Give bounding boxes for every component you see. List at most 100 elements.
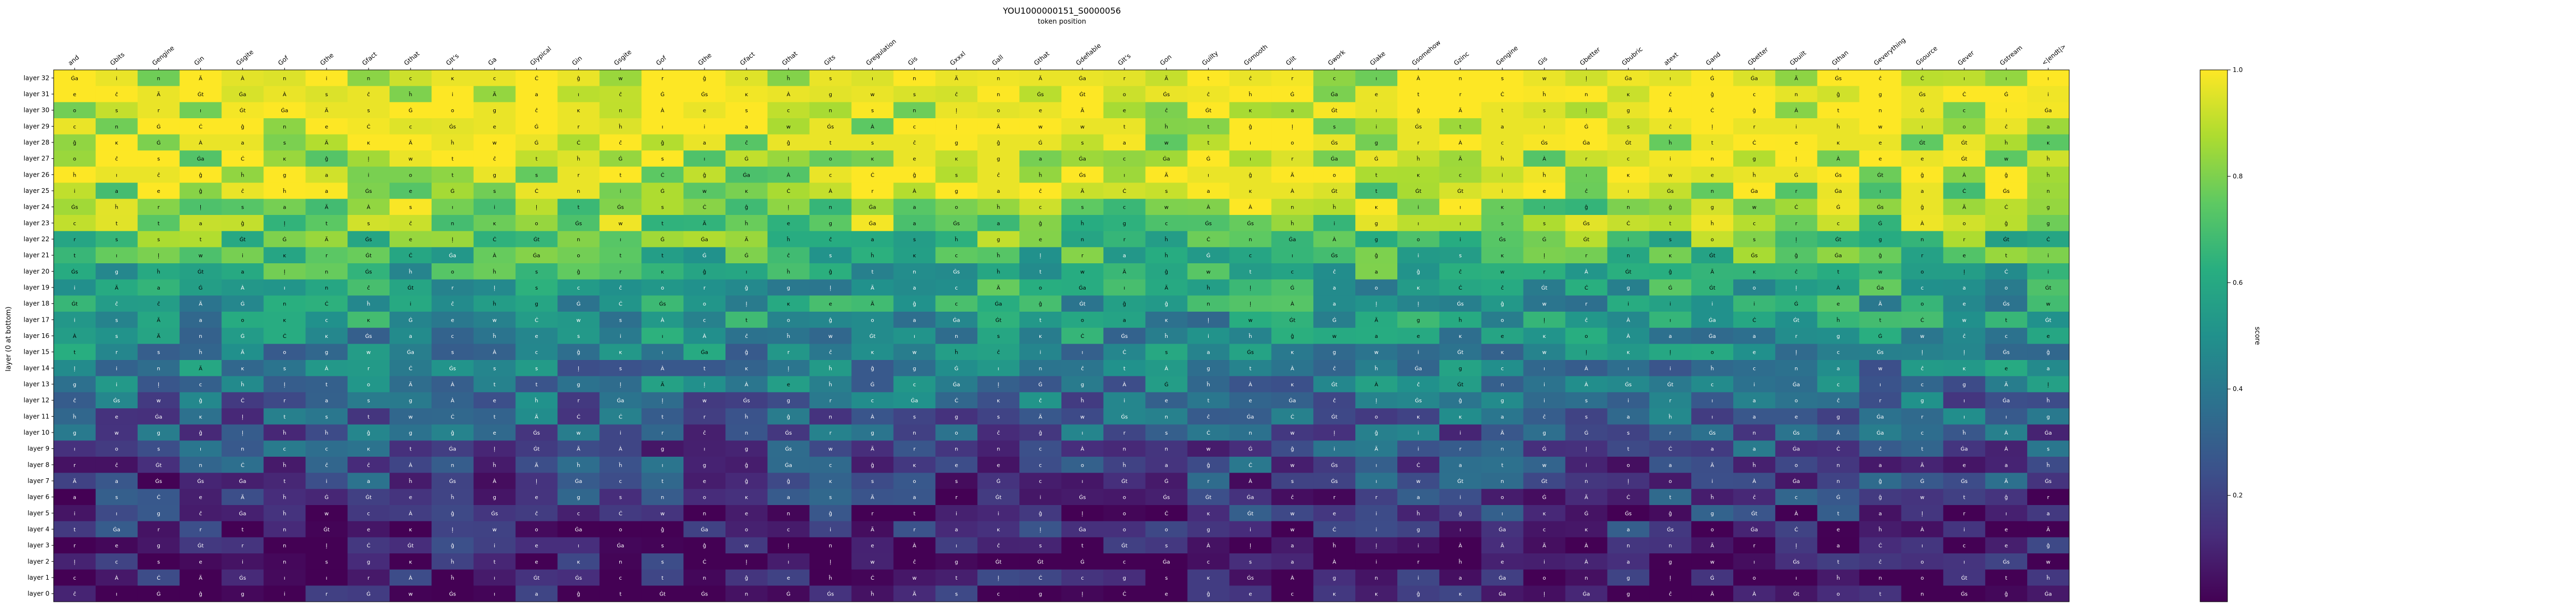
heatmap-cell-label: Ä [1711, 542, 1714, 549]
heatmap-cell [1523, 263, 1566, 280]
heatmap-cell [599, 553, 642, 570]
heatmap-cell [1649, 472, 1692, 489]
heatmap-cell [893, 408, 936, 425]
heatmap-cell [641, 472, 684, 489]
heatmap-cell-label: r [158, 205, 160, 211]
heatmap-cell-label: ĸ [913, 253, 916, 259]
heatmap-cell-label: n [745, 592, 748, 598]
heatmap-cell-label: ĥ [1290, 220, 1294, 227]
heatmap-cell-label: s [493, 366, 496, 372]
y-tick-label: layer 3 [27, 542, 49, 549]
heatmap-cell-label: À [409, 574, 413, 581]
heatmap-cell [95, 537, 138, 554]
heatmap-cell [137, 408, 180, 425]
heatmap-cell-label: w [744, 543, 749, 549]
heatmap-cell [809, 312, 852, 328]
heatmap-cell [767, 569, 810, 586]
heatmap-cell [137, 521, 180, 538]
heatmap-cell-label: ļ [1586, 76, 1587, 81]
heatmap-cell-label: n [913, 108, 916, 114]
heatmap-cell [473, 344, 516, 361]
heatmap-cell-label: Ġ [1164, 381, 1169, 388]
heatmap-cell [1943, 279, 1986, 296]
heatmap-cell-label: ĥ [282, 461, 286, 468]
heatmap-cell [641, 86, 684, 102]
heatmap-cell-label: Ġa [449, 446, 456, 452]
heatmap-cell-label: w [1206, 447, 1210, 452]
heatmap-cell [1775, 70, 1818, 87]
heatmap-cell [557, 102, 600, 119]
heatmap-cell [263, 263, 306, 280]
heatmap-cell-label: ĝ [745, 575, 748, 581]
heatmap-cell [977, 440, 1020, 457]
heatmap-cell-label: o [745, 527, 748, 533]
heatmap-cell-label: Ä [1878, 301, 1882, 307]
heatmap-cell [431, 408, 474, 425]
heatmap-cell-label: Ġa [953, 381, 960, 388]
heatmap-cell [263, 279, 306, 296]
heatmap-cell [1313, 521, 1356, 538]
heatmap-cell [1523, 585, 1566, 602]
heatmap-cell-label: Ġt [1877, 171, 1884, 178]
heatmap-cell-label: w [1500, 269, 1505, 275]
heatmap-cell [1691, 199, 1734, 215]
heatmap-cell-label: t [410, 447, 412, 452]
heatmap-cell-label: ĉ [1669, 124, 1672, 130]
heatmap-cell-label: Ċ [661, 171, 665, 178]
heatmap-cell-label: Ä [1542, 542, 1546, 549]
heatmap-cell-label: w [493, 527, 497, 533]
heatmap-cell-label: r [619, 269, 622, 275]
heatmap-cell-label: r [913, 447, 916, 452]
heatmap-cell [557, 295, 600, 312]
heatmap-cell [683, 247, 726, 264]
heatmap-cell [977, 424, 1020, 441]
heatmap-cell-label: ı [2006, 511, 2007, 517]
heatmap-cell [641, 312, 684, 328]
heatmap-cell-label: t [494, 414, 496, 420]
heatmap-cell-label: ĝ [661, 527, 664, 533]
heatmap-cell-label: e [1753, 350, 1756, 356]
heatmap-cell-label: ĝ [1459, 510, 1462, 517]
heatmap-cell-label: Ċ [1207, 236, 1210, 243]
heatmap-cell-label: n [955, 447, 958, 452]
heatmap-cell-label: a [73, 495, 76, 501]
heatmap-cell-label: n [1459, 76, 1462, 81]
heatmap-cell-label: s [325, 92, 328, 98]
heatmap-cell-label: r [1585, 157, 1588, 162]
heatmap-cell-label: Ġs [1751, 252, 1757, 259]
heatmap-cell [935, 521, 978, 538]
heatmap-cell-label: e [535, 495, 538, 501]
heatmap-cell-label: g [493, 172, 496, 178]
heatmap-cell-label: n [1585, 575, 1588, 581]
heatmap-cell-label: w [1290, 462, 1294, 468]
heatmap-cell [935, 70, 978, 87]
heatmap-cell [1985, 295, 2028, 312]
heatmap-cell [683, 457, 726, 474]
heatmap-cell-label: ĥ [1080, 397, 1084, 404]
heatmap-cell [683, 70, 726, 87]
heatmap-cell [935, 392, 978, 409]
heatmap-cell-label: e [73, 92, 76, 98]
heatmap-cell [221, 295, 264, 312]
heatmap-cell [893, 247, 936, 264]
heatmap-cell-label: c [787, 108, 790, 114]
heatmap-cell [1565, 86, 1608, 102]
heatmap-cell [1901, 376, 1944, 393]
heatmap-cell [54, 102, 96, 119]
heatmap-cell [683, 521, 726, 538]
heatmap-cell [1397, 505, 1440, 522]
heatmap-cell-label: c [535, 350, 538, 356]
heatmap-cell-label: c [1501, 366, 1504, 372]
heatmap-cell-label: g [241, 592, 244, 598]
heatmap-cell-label: t [367, 414, 370, 420]
heatmap-cell-label: n [619, 559, 622, 565]
heatmap-cell [515, 585, 558, 602]
x-tick-label: Gin [570, 55, 584, 67]
heatmap-cell-label: c [73, 575, 76, 581]
heatmap-cell-label: ĝ [871, 365, 874, 372]
heatmap-cell [1229, 521, 1272, 538]
heatmap-cell [263, 102, 306, 119]
heatmap-cell-label: c [325, 317, 328, 323]
heatmap-cell [515, 182, 558, 199]
heatmap-cell [599, 215, 642, 232]
